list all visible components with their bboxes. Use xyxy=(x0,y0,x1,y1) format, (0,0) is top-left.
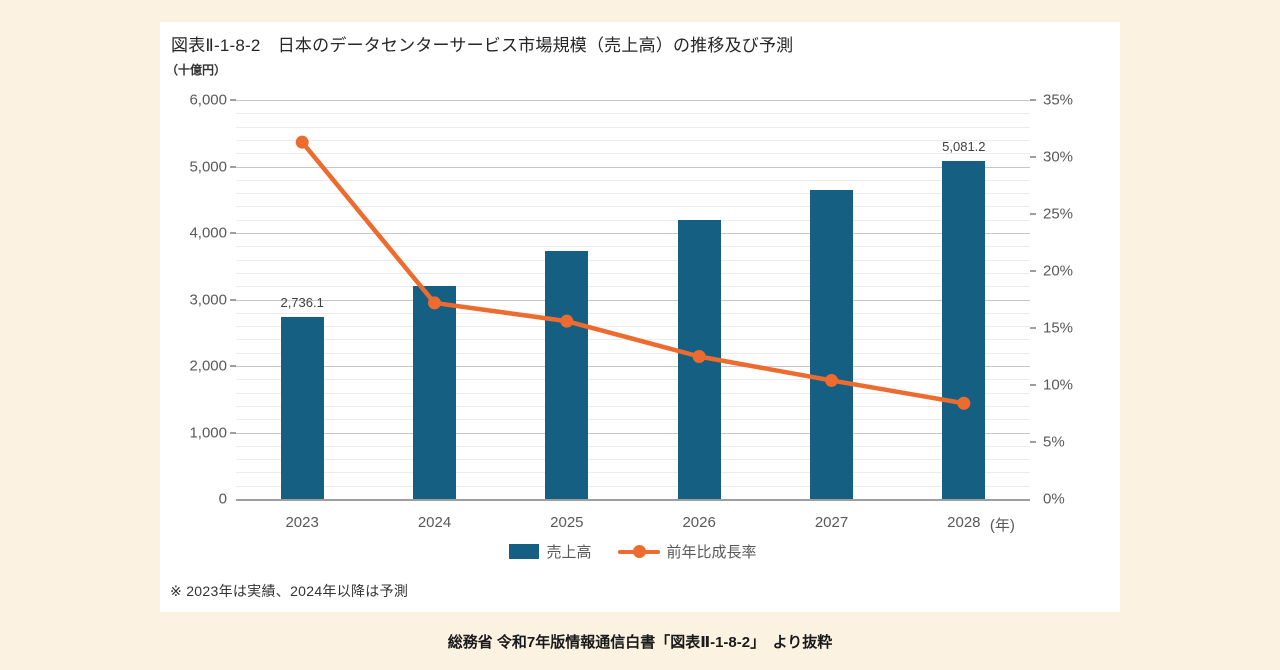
y-axis-right-tick-label: 10% xyxy=(1043,376,1074,394)
y-axis-right-tick-label: 35% xyxy=(1043,91,1074,109)
y-axis-right-tickmark xyxy=(1030,213,1036,215)
gridline-minor xyxy=(236,206,1030,208)
y-axis-left-tick-label: 3,000 xyxy=(189,291,227,308)
growth-rate-line xyxy=(300,140,965,406)
y-axis-right-tick-label: 25% xyxy=(1043,205,1074,223)
y-axis-right-tick-label: 30% xyxy=(1043,148,1074,166)
y-axis-right-tickmark xyxy=(1030,384,1036,386)
line-marker xyxy=(957,396,971,410)
x-axis-tick-label: 2028 xyxy=(947,514,981,531)
bar xyxy=(942,161,986,499)
gridline-minor xyxy=(236,179,1030,181)
legend-label-growth: 前年比成長率 xyxy=(666,543,757,561)
gridline-minor xyxy=(236,485,1030,487)
y-axis-left-tickmark xyxy=(230,232,236,234)
gridline-minor xyxy=(236,153,1030,155)
y-axis-right-tick-label: 15% xyxy=(1043,319,1074,337)
y-axis-right-tick-label: 0% xyxy=(1043,490,1065,508)
gridline-minor xyxy=(236,445,1030,447)
figure-title: 図表Ⅱ-1-8-2 日本のデータセンターサービス市場規模（売上高）の推移及び予測 xyxy=(171,36,794,55)
x-axis-tick-label: 2026 xyxy=(682,514,716,531)
y-axis-right-tick-label: 5% xyxy=(1043,433,1065,451)
y-axis-left-tick-label: 0 xyxy=(218,490,227,508)
growth-rate-line-chart xyxy=(295,135,971,410)
bar-series-swatch xyxy=(509,543,540,559)
y-axis-left-tick-label: 5,000 xyxy=(189,158,227,175)
bar xyxy=(810,190,853,499)
line-marker xyxy=(428,296,441,310)
y-axis-left-tick-label: 1,000 xyxy=(189,424,227,441)
x-axis-tick-label: 2025 xyxy=(550,514,584,531)
x-axis-tick-label: 2027 xyxy=(814,514,849,531)
y-axis-left-tickmark xyxy=(230,298,236,301)
y-axis-left-tickmark xyxy=(230,431,236,434)
gridline-major xyxy=(236,432,1030,434)
gridline-minor xyxy=(236,392,1030,394)
y-axis-left-tick-label: 6,000 xyxy=(189,91,227,109)
y-axis-right-tickmark xyxy=(1030,327,1036,329)
line-series-swatch xyxy=(617,544,660,559)
legend-item-growth: 前年比成長率 xyxy=(617,541,757,562)
gridline-minor xyxy=(236,352,1030,354)
gridline-minor xyxy=(236,312,1030,314)
legend-label-sales: 売上高 xyxy=(546,543,592,561)
source-caption: 総務省 令和7年版情報通信白書「図表Ⅱ-1-8-2」 より抜粋 xyxy=(447,634,833,651)
x-axis-tick-label: 2024 xyxy=(417,514,452,531)
gridline-minor xyxy=(236,246,1030,248)
line-marker xyxy=(295,135,309,149)
gridline-minor xyxy=(236,126,1030,128)
legend-item-sales: 売上高 xyxy=(509,541,592,562)
y-axis-left-tickmark xyxy=(230,165,236,168)
footnote: ※ 2023年は実績、2024年以降は予測 xyxy=(170,583,409,599)
left-axis-unit-label: （十億円） xyxy=(166,63,227,77)
bar-value-label: 2,736.1 xyxy=(280,295,324,311)
gridline-minor xyxy=(236,113,1030,115)
gridline-minor xyxy=(236,193,1030,195)
gridline-minor xyxy=(236,472,1030,474)
gridline-minor xyxy=(236,419,1030,421)
bar-value-label: 5,081.2 xyxy=(942,139,986,155)
bar xyxy=(545,250,589,499)
y-axis-right-tickmark xyxy=(1030,441,1036,443)
y-axis-left-tickmark xyxy=(230,365,236,367)
plot-area: 0 1,000 2,000 3,000 4,000 5,000 6,000 0% 5% 10% 15… xyxy=(189,92,1073,535)
x-axis-suffix-label: (年) xyxy=(989,517,1015,534)
y-axis-left-tick-label: 4,000 xyxy=(189,224,227,242)
y-axis-right-tickmark xyxy=(1030,270,1036,272)
legend: 売上高 前年比成長率 xyxy=(236,541,1030,561)
chart-panel: 図表Ⅱ-1-8-2 日本のデータセンターサービス市場規模（売上高）の推移及び予測… xyxy=(160,22,1120,612)
y-axis-left-tick-label: 2,000 xyxy=(189,357,227,375)
y-axis-right-tick-label: 20% xyxy=(1043,262,1074,280)
gridline-minor xyxy=(236,379,1030,381)
line-swatch-dot xyxy=(632,544,646,558)
gridline-minor xyxy=(236,259,1030,261)
gridline-minor xyxy=(236,139,1030,141)
y-axis-right-tickmark xyxy=(1030,156,1036,158)
line-marker xyxy=(825,373,838,387)
line-marker xyxy=(692,350,706,363)
gridline-minor xyxy=(236,272,1030,274)
gridline-minor xyxy=(236,286,1030,288)
x-axis-tick-label: 2023 xyxy=(285,514,319,531)
y-axis-right-tickmark xyxy=(1030,99,1036,101)
gridline-major xyxy=(236,299,1030,301)
bar xyxy=(413,286,456,499)
gridline-minor xyxy=(236,326,1030,328)
gridline-major xyxy=(236,100,1030,101)
bar xyxy=(280,317,324,499)
line-marker xyxy=(560,314,574,328)
gridline-minor xyxy=(236,459,1030,461)
gridline-major xyxy=(236,233,1030,234)
gridline-minor xyxy=(236,219,1030,221)
gridline-major xyxy=(236,166,1030,168)
y-axis-left-tickmark xyxy=(230,99,236,101)
gridline-major xyxy=(236,366,1030,367)
gridline-minor xyxy=(236,405,1030,407)
